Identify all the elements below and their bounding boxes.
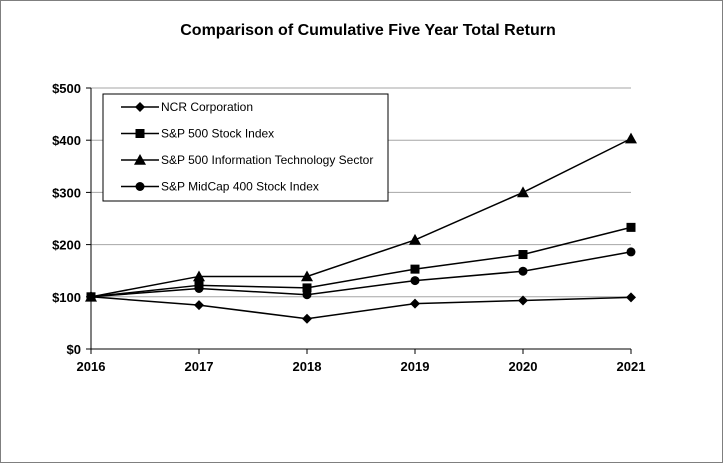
series-line [90, 296, 632, 320]
data-point [517, 186, 529, 198]
legend-marker [135, 182, 145, 191]
y-axis-ticks: $0 $100 $200 $300 $400 $500 [52, 81, 91, 357]
data-point [626, 247, 636, 257]
x-tick-label: 2019 [401, 359, 430, 374]
legend-box [102, 93, 389, 202]
data-point [410, 276, 420, 286]
y-tick-label: $500 [52, 81, 81, 96]
data-point [302, 290, 312, 300]
x-tick-label: 2018 [293, 359, 322, 374]
data-point [410, 298, 420, 309]
series-circle [86, 247, 636, 302]
data-point [518, 250, 528, 260]
x-axis-ticks: 2016 2017 2018 2019 2020 2021 [77, 349, 646, 374]
y-tick-label: $400 [52, 133, 81, 148]
data-point [410, 264, 420, 274]
data-point [518, 295, 528, 306]
series-triangle [85, 132, 637, 302]
data-point [626, 222, 636, 232]
series-group [85, 132, 637, 324]
series-line [90, 137, 632, 298]
legend-label: S&P 500 Information Technology Sector [161, 153, 373, 167]
data-point [193, 270, 205, 282]
data-point [194, 283, 204, 293]
legend-label: NCR Corporation [161, 100, 253, 114]
chart-title: Comparison of Cumulative Five Year Total… [180, 22, 555, 39]
y-tick-label: $100 [52, 290, 81, 305]
y-tick-label: $300 [52, 185, 81, 200]
data-point [625, 132, 637, 144]
data-point [301, 270, 313, 282]
data-point [409, 233, 421, 245]
legend-label: S&P MidCap 400 Stock Index [161, 180, 319, 194]
axes [90, 88, 631, 350]
data-point [194, 300, 204, 311]
x-tick-label: 2017 [185, 359, 214, 374]
data-point [626, 292, 636, 303]
legend-label: S&P 500 Stock Index [161, 127, 274, 141]
y-tick-label: $0 [67, 342, 81, 357]
data-point [302, 283, 312, 293]
x-tick-label: 2021 [617, 359, 646, 374]
legend-marker [135, 102, 145, 112]
x-tick-label: 2016 [77, 359, 106, 374]
data-point [302, 313, 312, 324]
legend-marker [135, 129, 145, 138]
series-line [90, 251, 632, 298]
data-point [518, 266, 528, 276]
legend-marker [134, 154, 146, 165]
y-tick-label: $200 [52, 238, 81, 253]
data-point [86, 292, 96, 302]
legend: NCR Corporation S&P 500 Stock Index S&P 50… [102, 93, 389, 202]
x-tick-label: 2020 [509, 359, 538, 374]
series-line [90, 226, 632, 298]
